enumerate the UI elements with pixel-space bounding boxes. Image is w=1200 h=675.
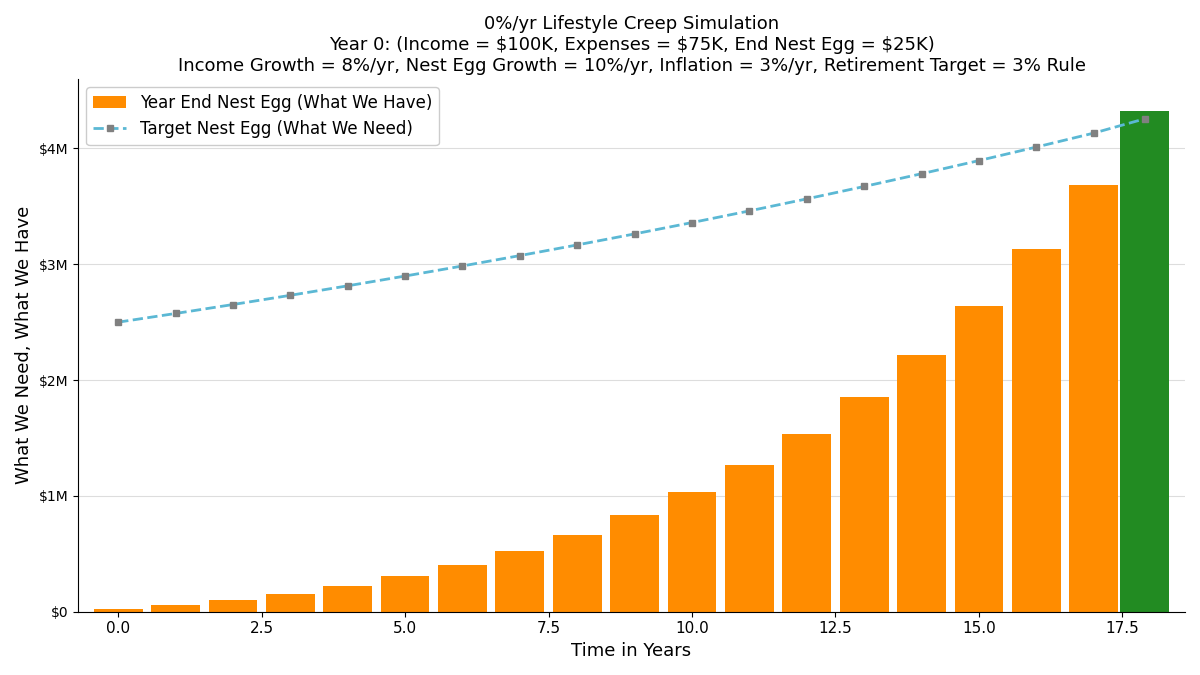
Bar xyxy=(553,535,601,612)
Bar xyxy=(94,609,143,612)
Line: Target Nest Egg (What We Need): Target Nest Egg (What We Need) xyxy=(115,115,1148,325)
Bar xyxy=(667,492,716,612)
Target Nest Egg (What We Need) xyxy=(857,182,871,190)
Bar xyxy=(1012,250,1061,612)
Target Nest Egg (What We Need) xyxy=(110,318,125,326)
Y-axis label: What We Need, What We Have: What We Need, What We Have xyxy=(16,206,34,485)
Bar xyxy=(898,354,946,612)
Target Nest Egg (What We Need) xyxy=(685,219,700,227)
Bar xyxy=(209,600,257,612)
Legend: Year End Nest Egg (What We Have), Target Nest Egg (What We Need): Year End Nest Egg (What We Have), Target… xyxy=(86,87,439,145)
Target Nest Egg (What We Need) xyxy=(226,300,240,308)
Target Nest Egg (What We Need) xyxy=(742,207,756,215)
Target Nest Egg (What We Need) xyxy=(1030,143,1044,151)
Bar xyxy=(151,605,200,612)
Bar xyxy=(725,465,774,612)
Bar xyxy=(438,565,487,612)
Target Nest Egg (What We Need) xyxy=(799,195,814,203)
Target Nest Egg (What We Need) xyxy=(398,272,413,280)
Bar xyxy=(1069,185,1118,612)
Bar xyxy=(954,306,1003,612)
Target Nest Egg (What We Need) xyxy=(283,292,298,300)
Title: 0%/yr Lifestyle Creep Simulation
Year 0: (Income = $100K, Expenses = $75K, End N: 0%/yr Lifestyle Creep Simulation Year 0:… xyxy=(178,15,1086,75)
Target Nest Egg (What We Need) xyxy=(628,230,642,238)
Target Nest Egg (What We Need) xyxy=(512,252,527,260)
Bar xyxy=(266,594,314,612)
Bar xyxy=(380,576,430,612)
Target Nest Egg (What We Need) xyxy=(1086,129,1100,137)
Bar xyxy=(611,515,659,612)
Bar xyxy=(1121,111,1169,612)
Target Nest Egg (What We Need) xyxy=(1138,115,1152,123)
Target Nest Egg (What We Need) xyxy=(914,169,929,178)
Bar xyxy=(840,397,888,612)
Target Nest Egg (What We Need) xyxy=(455,262,469,270)
Target Nest Egg (What We Need) xyxy=(570,241,584,249)
Target Nest Egg (What We Need) xyxy=(341,281,355,290)
Bar xyxy=(782,433,832,612)
Target Nest Egg (What We Need) xyxy=(972,157,986,165)
X-axis label: Time in Years: Time in Years xyxy=(571,642,691,660)
Target Nest Egg (What We Need) xyxy=(168,309,182,317)
Bar xyxy=(496,551,545,612)
Bar xyxy=(323,586,372,612)
